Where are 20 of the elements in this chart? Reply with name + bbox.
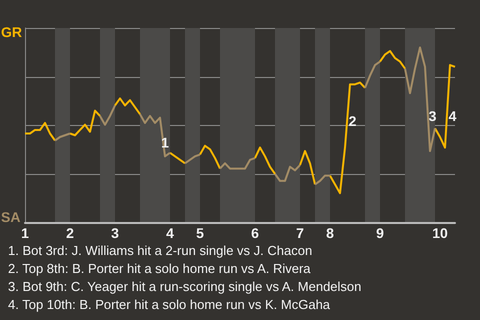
x-tick-label: 8: [326, 225, 334, 241]
annotation: 1: [161, 134, 170, 150]
x-tick-label: 5: [196, 225, 204, 241]
text: 2. Top 8th: B. Porter hit a solo home run vs A. Rivera: [8, 260, 312, 278]
x-tick-label: 4: [166, 225, 174, 241]
text: GR: [1, 24, 22, 40]
annotation: 4: [448, 108, 457, 124]
x-tick-label: 2: [66, 225, 74, 241]
x-tick-label: 3: [111, 225, 120, 241]
x-tick-label: 6: [251, 225, 260, 241]
x-tick-label: 10: [432, 225, 448, 241]
annotation: 3: [428, 108, 437, 124]
x-tick-label: 7: [296, 225, 304, 241]
x-tick-label: 1: [21, 225, 30, 241]
text: 4. Top 10th: B. Porter hit a solo home run vs K. McGaha: [8, 296, 332, 314]
text: 3. Bot 9th: C. Yeager hit a run-scoring single vs A. Mendelson: [8, 278, 362, 296]
annotation: 2: [348, 113, 357, 130]
x-tick-label: 9: [376, 225, 384, 241]
text: SA: [1, 209, 20, 225]
text: 1. Bot 3rd: J. Williams hit a 2-run single vs J. Chacon: [8, 242, 314, 260]
